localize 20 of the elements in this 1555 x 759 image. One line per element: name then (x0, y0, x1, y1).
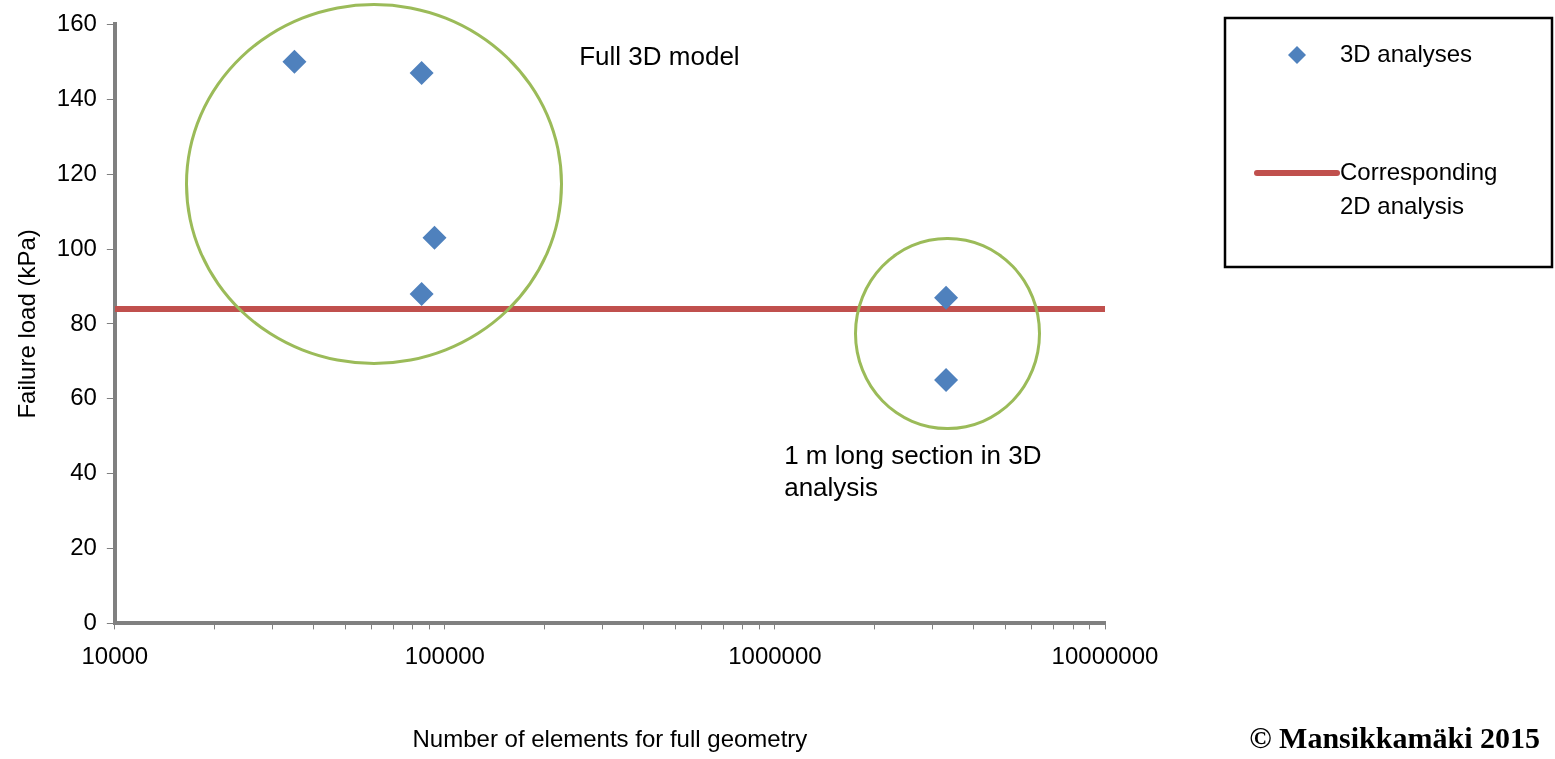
x-tick-label: 100000 (404, 642, 485, 670)
y-tick-label: 0 (83, 608, 97, 636)
y-axis-title: Failure load (kPa) (13, 229, 41, 419)
y-tick-label: 20 (70, 533, 97, 561)
y-tick-label: 100 (56, 233, 97, 261)
y-tick-label: 120 (56, 158, 97, 186)
text: © Mansikkamäki 2015 (1249, 720, 1540, 754)
annotation: Full 3D model (579, 40, 740, 71)
y-tick-label: 160 (56, 9, 97, 37)
x-tick-label: 10000 (81, 642, 149, 670)
y-tick-label: 60 (70, 383, 97, 411)
legend-label: 3D analyses (1340, 39, 1473, 67)
x-axis-title: Number of elements for full geometry (412, 725, 808, 753)
y-tick-label: 80 (70, 308, 97, 336)
annotation: 1 m long section in 3D analysis (784, 439, 1042, 502)
y-tick-label: 140 (56, 83, 97, 111)
x-tick-label: 1000000 (728, 642, 822, 670)
x-tick-label: 10000000 (1051, 642, 1159, 670)
legend-label: Corresponding 2D analysis (1340, 157, 1498, 219)
y-tick-label: 40 (70, 458, 97, 486)
